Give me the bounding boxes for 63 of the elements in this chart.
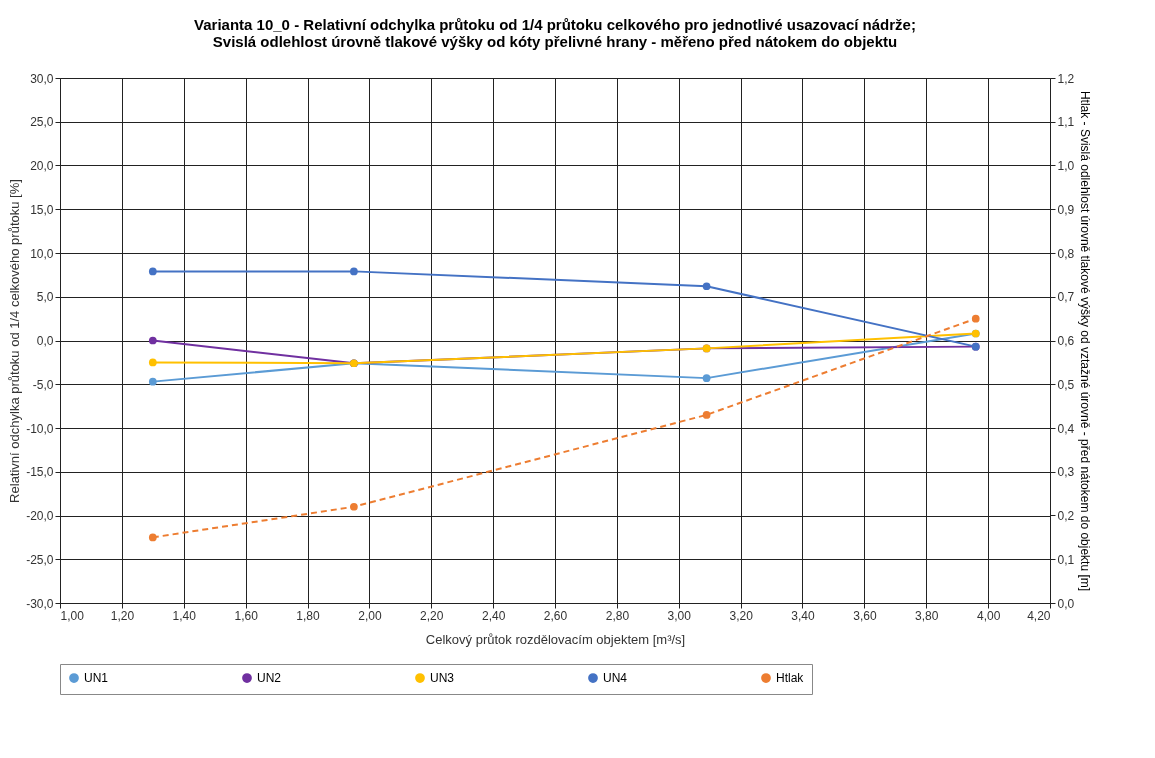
y-axis-title: Relativní odchylka průtoku od 1/4 celkového průtoku [%]: [7, 179, 23, 503]
y-tick-label: -10,0: [26, 421, 54, 436]
y2-tick-label: 0,7: [1057, 290, 1075, 305]
x-tick-label: 2,00: [358, 608, 382, 623]
legend-label: UN2: [257, 671, 282, 686]
y-tick-label: 30,0: [30, 71, 54, 86]
y-tick-label: 25,0: [30, 115, 54, 130]
x-tick-label: 2,60: [543, 608, 568, 623]
y2-axis-title: Htlak - Svislá odlehlost úrovně tlakové výšky od vztažné úrovně - před nátokem do objektu [m]: [1078, 90, 1093, 592]
point: [702, 282, 711, 291]
x-tick-label: 1,00: [60, 608, 85, 623]
y-tick-label: 15,0: [30, 202, 54, 217]
x-tick-label: 4,20: [1027, 608, 1051, 623]
y2-tick-label: 0,0: [1057, 596, 1075, 611]
legend-label: UN1: [84, 671, 109, 686]
x-tick-label: 1,40: [172, 608, 197, 623]
point: [350, 502, 358, 511]
x-tick-label: 4,00: [976, 608, 1001, 623]
legend-label: UN4: [603, 671, 628, 686]
x-tick-label: 2,40: [481, 608, 506, 623]
y2-tick-label: 0,9: [1057, 202, 1075, 217]
x-tick-label: 3,00: [667, 608, 692, 623]
chart-title: Varianta 10_0 - Relativní odchylka průtoku od 1/4 průtoku celkového pro jednotlivé usazovací nádrže; Svislá odlehlost úrovně tlakové výšky od kóty přelivné hrany - měřeno před nátokem do objektu: [194, 16, 916, 50]
y-tick-label: 0,0: [36, 334, 54, 348]
y2-tick-label: 1,1: [1057, 115, 1075, 130]
x-tick-label: 3,20: [729, 608, 754, 623]
x-axis-title: Celkový průtok rozdělovacím objektem [m³/s]: [425, 631, 686, 647]
legend-label: UN3: [430, 671, 455, 686]
y2-tick-label: 0,6: [1057, 334, 1075, 348]
x-tick-label: 3,60: [853, 608, 877, 623]
legend-label: Htlak: [776, 671, 805, 686]
x-tick-label: 1,80: [296, 608, 320, 623]
y-tick-label: 5,0: [36, 290, 54, 305]
y-tick-label: 20,0: [30, 159, 54, 173]
point: [702, 411, 711, 419]
x-tick-label: 3,40: [791, 608, 815, 623]
y2-tick-label: 0,1: [1057, 552, 1075, 567]
point: [702, 374, 711, 382]
point: [148, 336, 157, 345]
y2-tick-label: 0,2: [1057, 509, 1075, 523]
point: [971, 314, 980, 323]
point: [148, 358, 157, 367]
point: [148, 377, 157, 386]
y2-tick-label: 1,2: [1057, 71, 1075, 86]
y-tick-label: -5,0: [32, 377, 54, 392]
x-tick-label: 2,20: [420, 608, 444, 623]
y2-tick-label: 1,0: [1057, 159, 1075, 173]
y-tick-label: 10,0: [30, 246, 54, 261]
point: [148, 533, 157, 542]
y2-tick-label: 0,8: [1057, 246, 1075, 261]
y2-tick-label: 0,5: [1057, 377, 1075, 392]
y-tick-label: -15,0: [26, 465, 54, 480]
x-tick-label: 1,20: [110, 608, 135, 623]
x-tick-label: 3,80: [915, 608, 939, 623]
y-tick-label: -25,0: [26, 552, 54, 567]
point: [148, 267, 157, 276]
y-tick-label: -20,0: [26, 509, 54, 523]
x-tick-label: 1,60: [234, 608, 259, 623]
y2-tick-label: 0,4: [1057, 421, 1075, 436]
y2-tick-label: 0,3: [1057, 465, 1075, 480]
x-tick-label: 2,80: [605, 608, 630, 623]
point: [350, 267, 358, 276]
y-tick-label: -30,0: [26, 596, 54, 611]
